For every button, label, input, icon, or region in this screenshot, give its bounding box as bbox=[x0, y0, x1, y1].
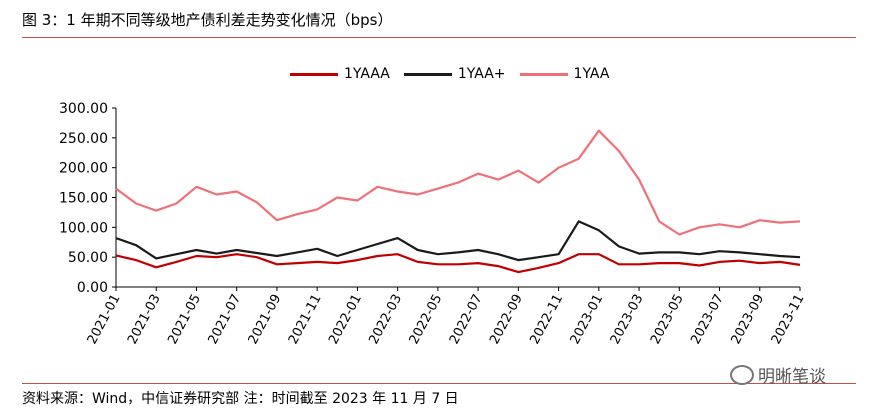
x-tick-label: 2022-03 bbox=[366, 292, 405, 347]
y-tick-label: 100.00 bbox=[59, 220, 108, 236]
wechat-icon bbox=[730, 365, 754, 385]
x-tick-label: 2023-11 bbox=[769, 292, 808, 347]
x-tick-label: 2022-07 bbox=[447, 292, 486, 347]
source-note: 资料来源：Wind，中信证券研究部 注：时间截至 2023 年 11 月 7 日 bbox=[22, 391, 459, 407]
x-tick-label: 2021-01 bbox=[85, 292, 124, 347]
x-tick-label: 2022-11 bbox=[527, 292, 566, 347]
x-tick-label: 2022-01 bbox=[326, 292, 365, 347]
watermark: 明晰笔谈 bbox=[730, 362, 826, 387]
x-tick-label: 2021-09 bbox=[246, 292, 285, 347]
legend-item-1yaa: 1YAA bbox=[519, 66, 610, 82]
x-tick-label: 2023-05 bbox=[648, 292, 687, 347]
series-line-1yaa-plus bbox=[115, 220, 801, 262]
source-divider bbox=[22, 383, 856, 384]
legend-label-1yaa-plus: 1YAA+ bbox=[457, 66, 506, 82]
series-line-1yaa bbox=[115, 129, 801, 236]
x-tick-label: 2021-07 bbox=[205, 292, 244, 347]
x-tick-label: 2022-05 bbox=[407, 292, 446, 347]
title-divider bbox=[22, 37, 856, 38]
watermark-text: 明晰笔谈 bbox=[758, 367, 826, 387]
legend-label-1yaaa: 1YAAA bbox=[344, 66, 390, 82]
y-tick-label: 300.00 bbox=[59, 101, 108, 117]
x-tick-label: 2021-11 bbox=[286, 292, 325, 347]
y-tick-label: 150.00 bbox=[59, 191, 108, 207]
x-tick-label: 2021-05 bbox=[165, 292, 204, 347]
series-line-1yaaa bbox=[115, 253, 801, 274]
chart-legend: 1YAAA 1YAA+ 1YAA bbox=[290, 64, 623, 84]
x-tick-label: 2021-03 bbox=[125, 292, 164, 347]
legend-swatch-1yaaa bbox=[290, 72, 338, 76]
x-tick-label: 2023-03 bbox=[608, 292, 647, 347]
y-tick-label: 0.00 bbox=[77, 280, 108, 296]
legend-item-1yaaa: 1YAAA bbox=[290, 66, 390, 82]
legend-label-1yaa: 1YAA bbox=[573, 66, 610, 82]
y-tick-label: 250.00 bbox=[59, 131, 108, 147]
x-tick-label: 2023-07 bbox=[688, 292, 727, 347]
x-tick-label: 2023-09 bbox=[729, 292, 768, 347]
legend-item-1yaa-plus: 1YAA+ bbox=[403, 66, 506, 82]
x-tick-label: 2022-09 bbox=[487, 292, 526, 347]
x-tick-label: 2023-01 bbox=[568, 292, 607, 347]
legend-swatch-1yaa-plus bbox=[403, 72, 452, 76]
y-tick-label: 50.00 bbox=[68, 250, 108, 266]
y-tick-label: 200.00 bbox=[59, 161, 108, 177]
figure-title: 图 3：1 年期不同等级地产债利差走势变化情况（bps） bbox=[22, 11, 393, 29]
legend-swatch-1yaa bbox=[519, 72, 568, 76]
